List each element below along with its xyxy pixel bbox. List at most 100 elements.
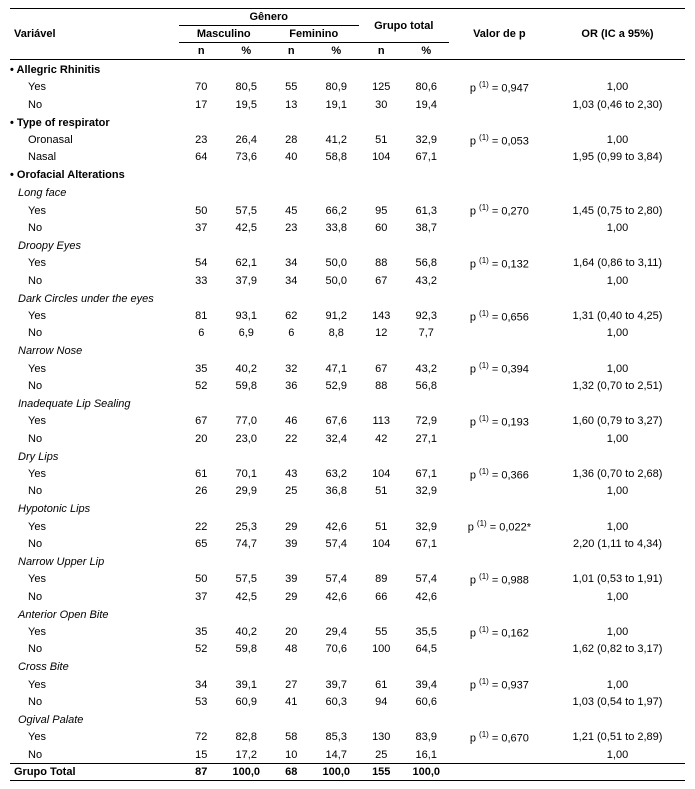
row-label: Yes xyxy=(10,359,179,378)
cell-m-p: 26,4 xyxy=(224,131,269,150)
cell-f-n: 27 xyxy=(269,675,314,694)
cell-m-p: 42,5 xyxy=(224,589,269,605)
cell-t-n: 100 xyxy=(359,641,404,657)
section-header-row: Cross Bite xyxy=(10,657,685,675)
cell-t-n: 67 xyxy=(359,359,404,378)
header-n: n xyxy=(269,43,314,60)
cell-m-p: 62,1 xyxy=(224,254,269,273)
cell-t-p: 83,9 xyxy=(404,728,449,747)
header-or: OR (IC a 95%) xyxy=(550,9,685,60)
cell-or: 1,00 xyxy=(550,220,685,236)
table-row: No6574,73957,410467,12,20 (1,11 to 4,34) xyxy=(10,536,685,552)
cell-f-n: 36 xyxy=(269,378,314,394)
cell-f-n: 40 xyxy=(269,149,314,165)
cell-pval xyxy=(449,149,550,165)
cell-f-p: 50,0 xyxy=(314,273,359,289)
total-m-n: 87 xyxy=(179,763,224,780)
section-title: Anterior Open Bite xyxy=(10,605,685,623)
cell-f-p: 36,8 xyxy=(314,483,359,499)
cell-m-n: 17 xyxy=(179,97,224,113)
cell-pval xyxy=(449,325,550,341)
cell-pval: p (1) = 0,394 xyxy=(449,359,550,378)
row-label: Yes xyxy=(10,201,179,220)
cell-or: 1,00 xyxy=(550,675,685,694)
cell-or: 1,45 (0,75 to 2,80) xyxy=(550,201,685,220)
cell-t-p: 61,3 xyxy=(404,201,449,220)
row-label: No xyxy=(10,694,179,710)
table-row: No2023,02232,44227,11,00 xyxy=(10,431,685,447)
table-row: Yes5057,53957,48957,4p (1) = 0,9881,01 (… xyxy=(10,570,685,589)
cell-or: 1,00 xyxy=(550,589,685,605)
total-or xyxy=(550,763,685,780)
cell-pval xyxy=(449,483,550,499)
table-row: Yes3439,12739,76139,4p (1) = 0,9371,00 xyxy=(10,675,685,694)
cell-pval: p (1) = 0,366 xyxy=(449,465,550,484)
header-valor-p: Valor de p xyxy=(449,9,550,60)
section-title: Ogival Palate xyxy=(10,710,685,728)
table-row: Yes3540,23247,16743,2p (1) = 0,3941,00 xyxy=(10,359,685,378)
cell-t-p: 56,8 xyxy=(404,378,449,394)
section-header-row: Narrow Nose xyxy=(10,341,685,359)
cell-f-n: 28 xyxy=(269,131,314,150)
cell-or: 1,00 xyxy=(550,431,685,447)
table-row: Yes6170,14363,210467,1p (1) = 0,3661,36 … xyxy=(10,465,685,484)
cell-m-n: 15 xyxy=(179,747,224,764)
cell-t-n: 30 xyxy=(359,97,404,113)
section-title: Narrow Upper Lip xyxy=(10,552,685,570)
cell-m-n: 52 xyxy=(179,378,224,394)
row-label: No xyxy=(10,747,179,764)
cell-t-n: 104 xyxy=(359,149,404,165)
cell-f-n: 23 xyxy=(269,220,314,236)
cell-t-n: 67 xyxy=(359,273,404,289)
table-row: No1719,51319,13019,41,03 (0,46 to 2,30) xyxy=(10,97,685,113)
cell-or: 1,95 (0,99 to 3,84) xyxy=(550,149,685,165)
cell-m-p: 57,5 xyxy=(224,570,269,589)
section-header-row: • Allegric Rhinitis xyxy=(10,60,685,79)
cell-t-n: 89 xyxy=(359,570,404,589)
cell-m-p: 40,2 xyxy=(224,359,269,378)
cell-f-p: 67,6 xyxy=(314,412,359,431)
cell-m-p: 59,8 xyxy=(224,378,269,394)
cell-f-n: 20 xyxy=(269,623,314,642)
cell-or: 1,31 (0,40 to 4,25) xyxy=(550,307,685,326)
section-header-row: • Orofacial Alterations xyxy=(10,165,685,183)
cell-or: 1,00 xyxy=(550,517,685,536)
cell-t-p: 39,4 xyxy=(404,675,449,694)
row-label: No xyxy=(10,97,179,113)
cell-pval xyxy=(449,536,550,552)
total-pval xyxy=(449,763,550,780)
cell-pval: p (1) = 0,022* xyxy=(449,517,550,536)
cell-pval: p (1) = 0,053 xyxy=(449,131,550,150)
section-header-row: Long face xyxy=(10,183,685,201)
header-variavel: Variável xyxy=(10,9,179,60)
section-header-row: Inadequate Lip Sealing xyxy=(10,394,685,412)
cell-or: 1,32 (0,70 to 2,51) xyxy=(550,378,685,394)
row-label: No xyxy=(10,641,179,657)
cell-f-n: 58 xyxy=(269,728,314,747)
section-title: Narrow Nose xyxy=(10,341,685,359)
cell-t-p: 64,5 xyxy=(404,641,449,657)
row-label: No xyxy=(10,273,179,289)
header-grupo-total: Grupo total xyxy=(359,9,449,43)
cell-m-p: 29,9 xyxy=(224,483,269,499)
total-row: Grupo Total 87 100,0 68 100,0 155 100,0 xyxy=(10,763,685,780)
row-label: No xyxy=(10,536,179,552)
cell-m-n: 23 xyxy=(179,131,224,150)
table-row: Yes7080,55580,912580,6p (1) = 0,9471,00 xyxy=(10,78,685,97)
cell-m-n: 50 xyxy=(179,201,224,220)
cell-f-p: 14,7 xyxy=(314,747,359,764)
cell-t-p: 92,3 xyxy=(404,307,449,326)
section-title: • Orofacial Alterations xyxy=(10,165,685,183)
cell-f-p: 52,9 xyxy=(314,378,359,394)
cell-or: 1,00 xyxy=(550,359,685,378)
cell-f-n: 32 xyxy=(269,359,314,378)
cell-t-n: 143 xyxy=(359,307,404,326)
cell-or: 1,00 xyxy=(550,131,685,150)
header-genero: Gênero xyxy=(179,9,359,26)
table-header: Variável Gênero Grupo total Valor de p O… xyxy=(10,9,685,60)
cell-or: 1,03 (0,54 to 1,97) xyxy=(550,694,685,710)
cell-m-p: 23,0 xyxy=(224,431,269,447)
table-row: No3742,52942,66642,61,00 xyxy=(10,589,685,605)
cell-m-p: 17,2 xyxy=(224,747,269,764)
cell-t-p: 27,1 xyxy=(404,431,449,447)
